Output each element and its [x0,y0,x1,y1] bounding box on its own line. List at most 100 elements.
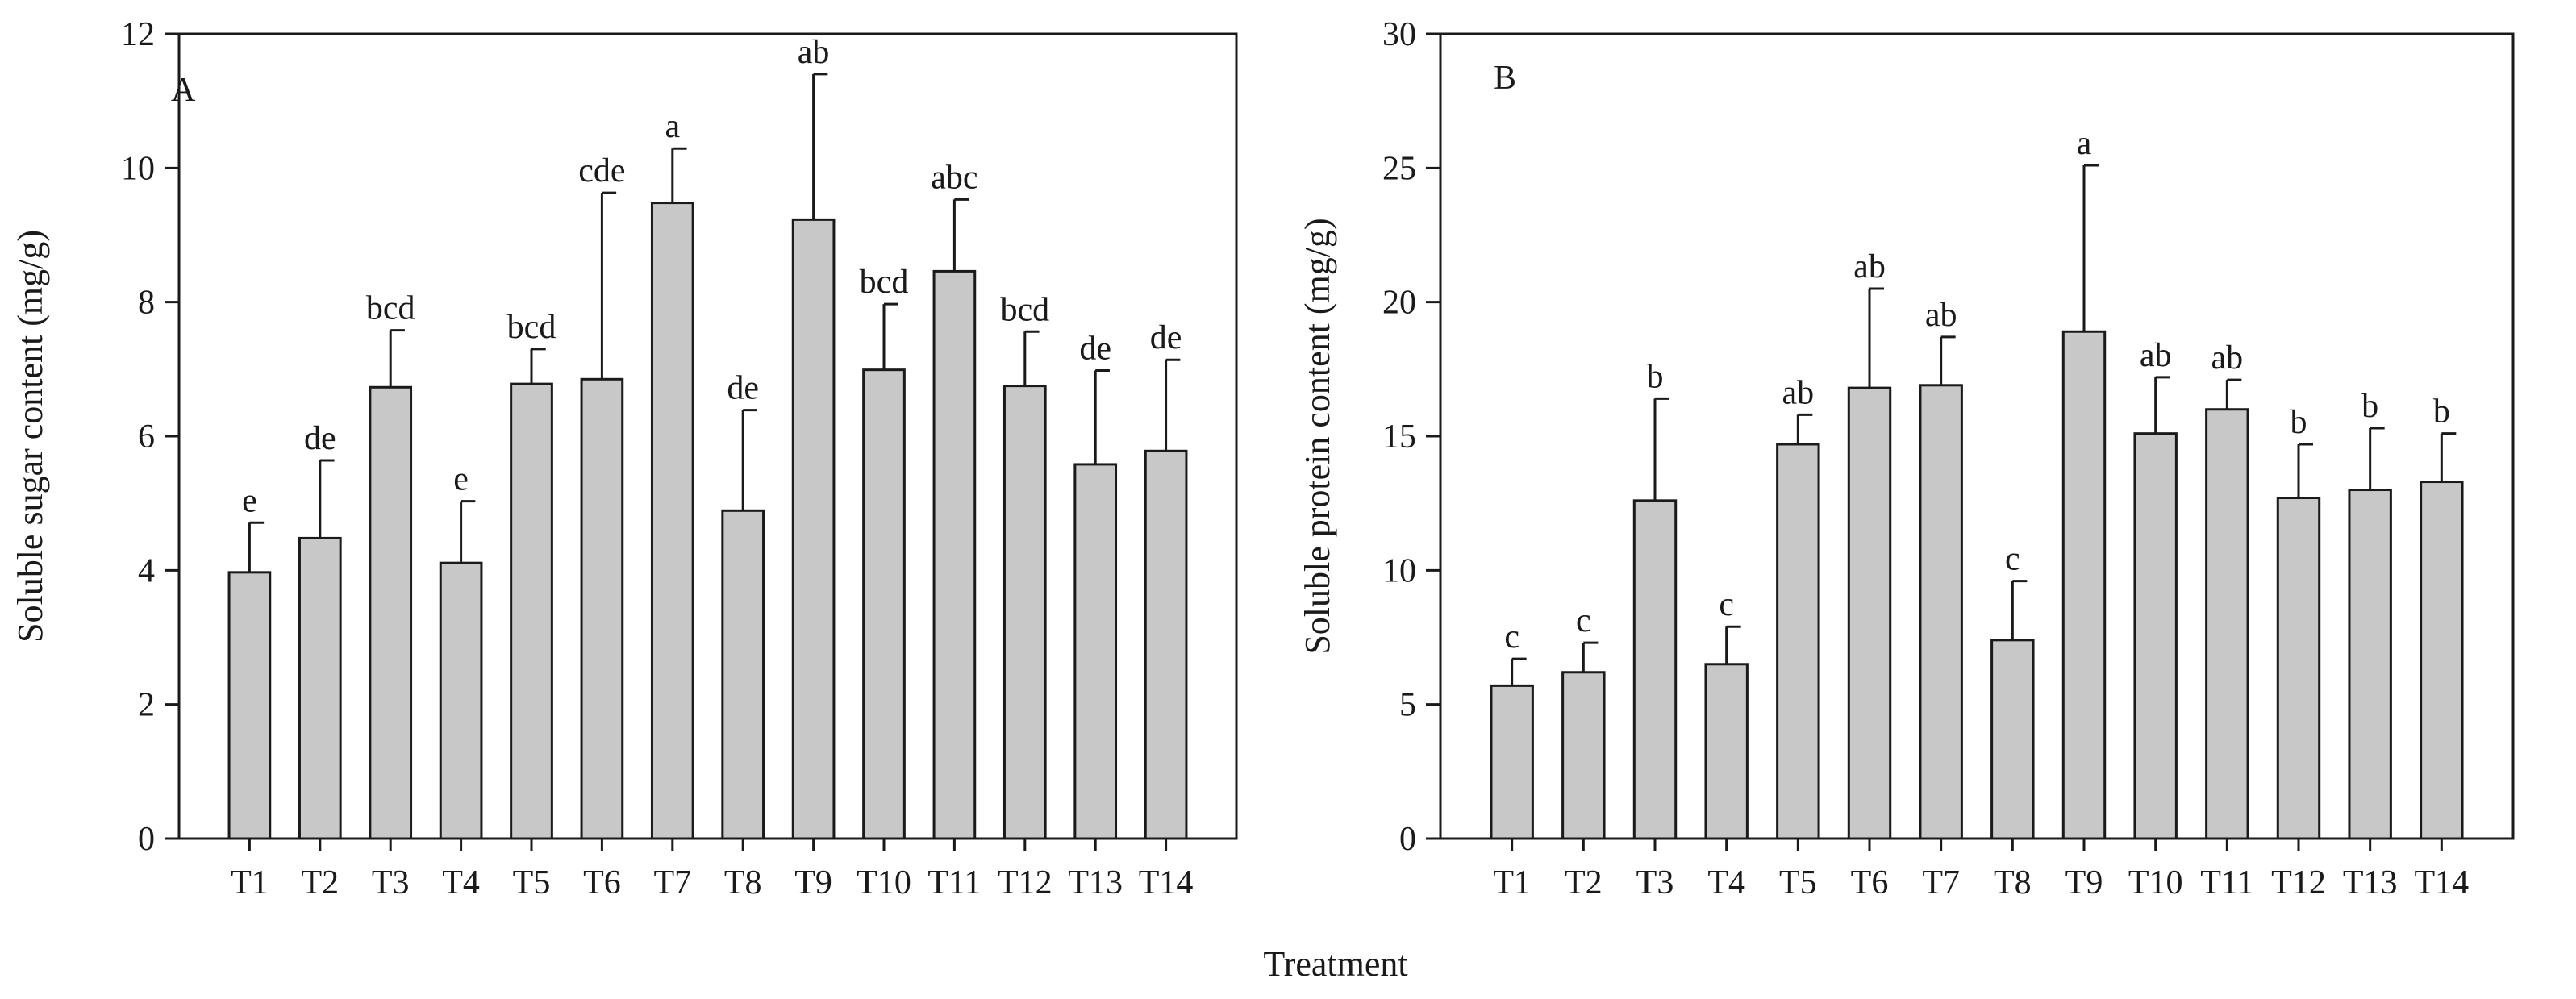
significance-label: cde [578,152,625,189]
shared-x-axis-label: Treatment [1263,944,1407,984]
y-tick-label: 2 [138,687,155,724]
x-tick-label: T12 [2271,864,2326,901]
y-tick-label: 15 [1382,418,1416,456]
significance-label: a [2077,125,2092,162]
x-tick-label: T1 [231,864,269,901]
x-tick-label: T9 [794,864,832,901]
bar-t9 [791,218,836,840]
bar-t11 [932,269,977,840]
x-tick-label: T10 [857,864,911,901]
x-tick-label: T11 [927,864,981,901]
significance-label: c [1504,618,1519,656]
x-tick-label: T4 [1707,864,1745,901]
significance-label: b [2433,393,2450,431]
bar-t7 [1919,384,1963,840]
significance-label: b [2361,388,2378,425]
bar-t12 [2276,497,2321,840]
significance-label: e [242,482,257,519]
y-tick-label: 10 [1382,552,1416,589]
y-tick-label: 10 [121,150,155,187]
x-tick-label: T14 [1139,864,1194,901]
bar-t8 [721,509,765,840]
significance-label: ab [2211,339,2244,377]
y-tick-label: 30 [1382,16,1416,53]
significance-label: ab [798,34,830,71]
bar-t12 [1002,385,1047,840]
x-tick-label: T2 [301,864,339,901]
significance-label: abc [931,159,977,196]
panel-label: A [171,72,196,109]
x-tick-label: T2 [1565,864,1603,901]
y-tick-label: 25 [1382,150,1416,187]
x-tick-label: T12 [998,864,1052,901]
chart-panel-b: 051015202530cT1cT2bT3cT4abT5abT6abT7cT8a… [1298,16,2515,901]
x-tick-label: T1 [1493,864,1531,901]
bar-t10 [862,368,906,840]
x-tick-label: T3 [1636,864,1674,901]
bar-t13 [1073,463,1118,840]
significance-label: ab [2140,337,2172,374]
x-tick-label: T7 [653,864,691,901]
y-axis-label: Soluble protein content (mg/g) [1298,218,1337,654]
bar-t3 [1632,499,1678,840]
y-tick-label: 6 [138,418,155,456]
bar-t4 [439,561,483,840]
y-tick-label: 12 [121,16,155,53]
x-tick-label: T4 [442,864,480,901]
significance-label: bcd [507,309,556,346]
bar-t11 [2205,408,2249,840]
significance-label: ab [1782,374,1815,411]
significance-label: de [304,420,336,457]
significance-label: de [1079,330,1111,367]
x-tick-label: T11 [2200,864,2253,901]
bar-t14 [1144,449,1188,840]
x-tick-label: T5 [513,864,551,901]
significance-label: c [1719,586,1734,623]
y-tick-label: 4 [138,552,155,589]
bar-t8 [1990,639,2035,840]
x-tick-label: T5 [1779,864,1817,901]
significance-label: c [1576,602,1591,639]
x-tick-label: T13 [2343,864,2398,901]
significance-label: e [453,461,469,498]
significance-label: de [1150,319,1182,356]
bar-t6 [1847,386,1892,840]
bar-t13 [2348,489,2392,840]
significance-label: bcd [366,290,415,327]
x-tick-label: T3 [372,864,410,901]
significance-label: b [1647,358,1664,395]
bar-t10 [2133,432,2178,840]
x-tick-label: T6 [1851,864,1889,901]
chart-panel-a: 0 2 4 6 8 10 12 e T1 de T2 bcd T3 e T4 bcd T5 cde T6 a T7 de T… [10,16,1238,901]
y-tick-label: 20 [1382,285,1416,322]
bar-t5 [1776,443,1820,840]
bar-t2 [1561,671,1606,840]
significance-label: a [665,108,680,145]
x-tick-label: T8 [724,864,762,901]
significance-label: c [2005,541,2020,578]
panel-label: B [1494,60,1516,97]
bar-t1 [227,571,272,840]
y-tick-label: 5 [1399,687,1416,724]
bar-t4 [1704,663,1749,840]
x-tick-label: T7 [1922,864,1960,901]
bar-t14 [2420,481,2464,840]
x-tick-label: T14 [2415,864,2470,901]
bar-t2 [298,536,342,840]
significance-label: b [2290,404,2307,441]
x-tick-label: T6 [583,864,621,901]
significance-label: de [727,370,759,407]
bar-t3 [369,385,413,840]
significance-label: bcd [1000,291,1049,328]
bar-t6 [580,377,624,840]
bar-t9 [2061,330,2107,840]
significance-label: ab [1925,297,1957,334]
y-axis-label: Soluble sugar content (mg/g) [10,230,50,643]
significance-label: ab [1853,248,1886,285]
x-tick-label: T9 [2065,864,2103,901]
bar-t1 [1490,684,1534,840]
x-tick-label: T8 [1994,864,2032,901]
significance-label: bcd [860,264,909,301]
y-tick-label: 0 [1399,821,1416,858]
